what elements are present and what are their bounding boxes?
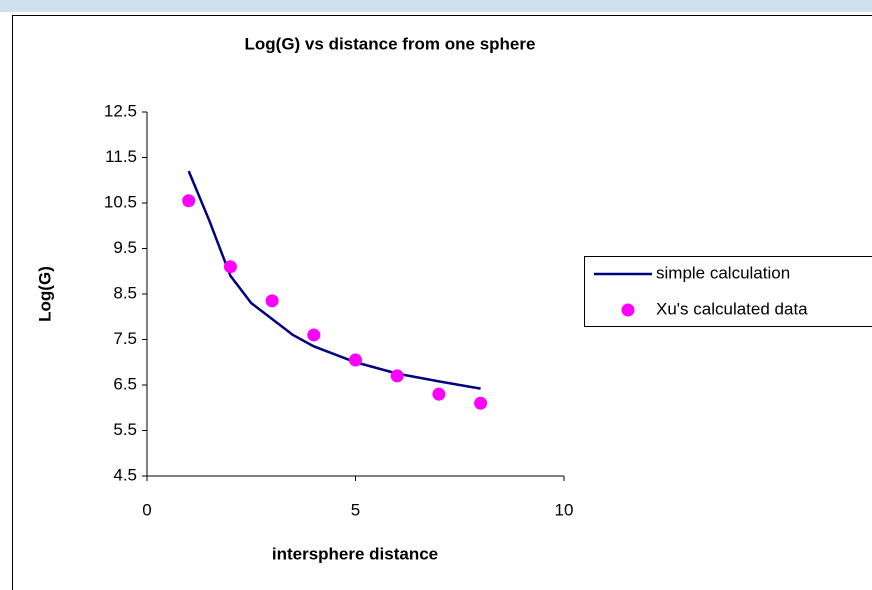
x-tick-label: 10 <box>555 500 574 519</box>
x-axis-title: intersphere distance <box>272 544 438 563</box>
legend-marker <box>621 303 635 317</box>
data-line <box>187 170 481 390</box>
x-tick-label: 0 <box>142 500 151 519</box>
x-tick-label: 5 <box>351 500 360 519</box>
data-point <box>390 369 404 383</box>
chart-title: Log(G) vs distance from one sphere <box>245 34 536 53</box>
y-tick-label: 4.5 <box>113 465 137 484</box>
y-tick-label: 10.5 <box>104 192 137 211</box>
data-point <box>349 353 362 367</box>
data-point <box>265 294 279 308</box>
legend-label: simple calculation <box>656 263 790 282</box>
legend-label: Xu's calculated data <box>656 299 808 318</box>
data-point <box>223 260 237 274</box>
background-strip <box>0 0 872 12</box>
data-point <box>432 387 446 401</box>
y-tick-label: 9.5 <box>113 238 137 257</box>
data-point <box>474 396 488 410</box>
y-tick-label: 5.5 <box>113 420 137 439</box>
data-point <box>307 328 321 342</box>
data-point <box>182 194 196 208</box>
y-axis-title: Log(G) <box>35 266 54 322</box>
legend-box <box>584 256 872 327</box>
y-tick-label: 7.5 <box>113 329 137 348</box>
y-tick-label: 11.5 <box>105 147 137 166</box>
y-tick-label: 12.5 <box>104 101 137 120</box>
y-tick-label: 8.5 <box>113 283 137 302</box>
y-tick-label: 6.5 <box>113 374 137 393</box>
